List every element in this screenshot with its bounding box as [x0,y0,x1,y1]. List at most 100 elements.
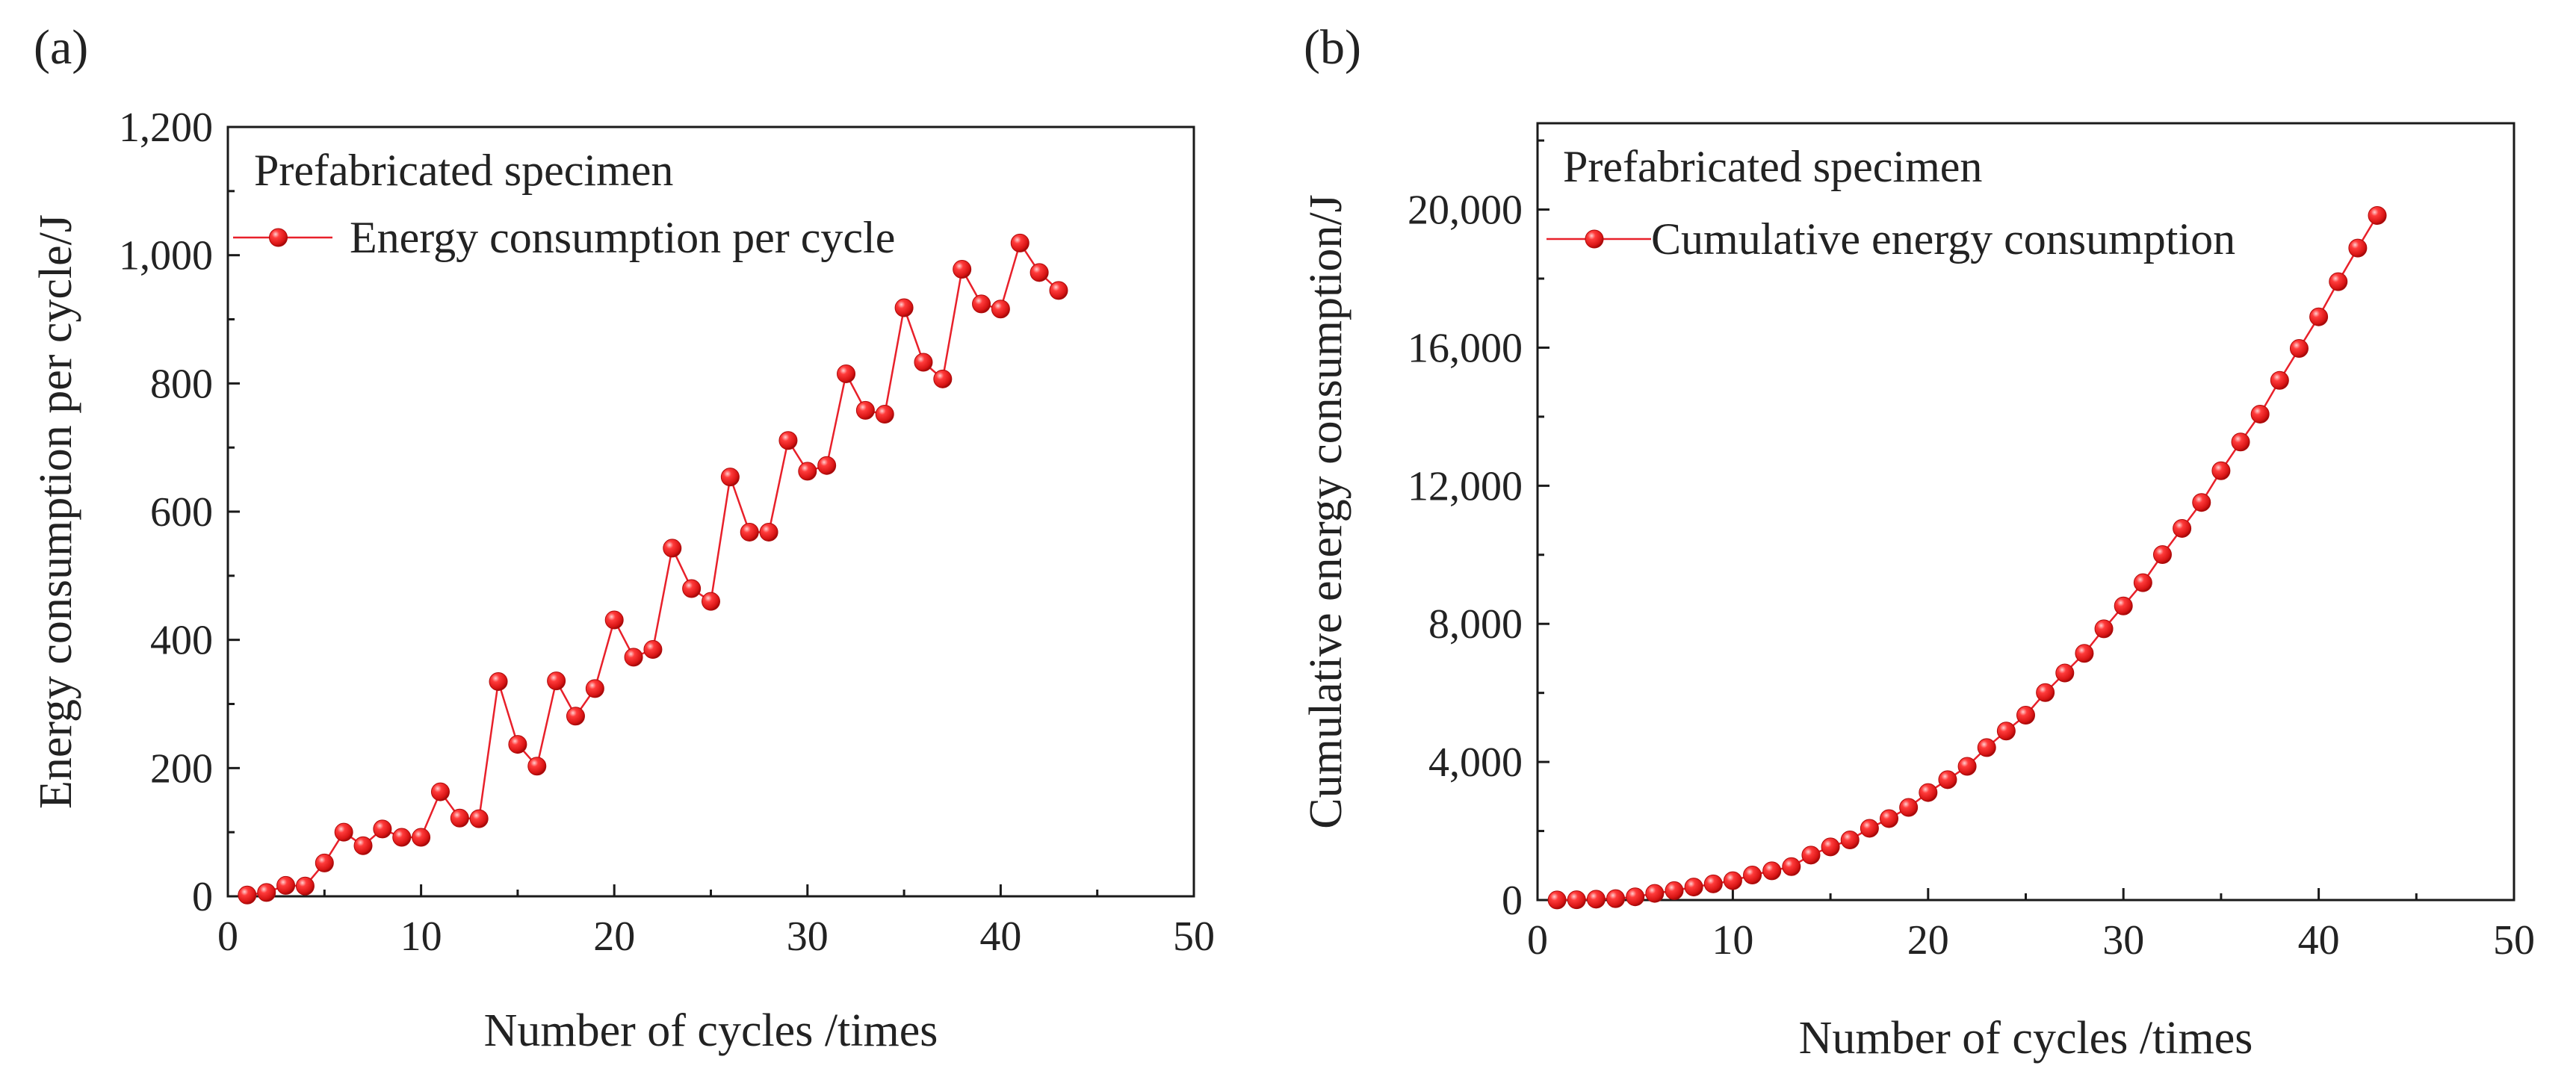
data-point [238,885,257,905]
data-point [547,671,566,691]
chart-panel-a: (a) 0 10 20 30 40 50 0 200 400 600 800 1,000 1,200 Num… [31,20,1215,1056]
data-point [450,808,469,828]
series-line [1557,214,2379,902]
series-line [247,241,1059,896]
data-point [604,610,624,630]
data-point [489,671,508,691]
y-axis-title: Cumulative energy consumption/J [1301,194,1352,829]
data-point [508,735,527,754]
legend-marker [1585,229,1604,249]
x-tick-label: 50 [2493,917,2535,964]
data-point [991,300,1010,319]
data-point [740,522,759,542]
y-tick-label: 800 [150,361,213,407]
data-point [1821,837,1840,857]
data-point [798,462,817,481]
data-point [2075,644,2094,663]
x-tick-label: 40 [2298,917,2340,964]
data-point [1860,819,1879,838]
data-point [720,468,740,487]
data-point [933,369,953,388]
data-point [2114,596,2133,615]
data-point [2036,683,2055,702]
data-point [1586,890,1606,909]
data-point [2309,307,2329,326]
data-point [257,883,276,902]
data-point [2368,205,2387,225]
x-tick-label: 50 [1173,913,1215,960]
y-tick-label: 4,000 [1428,739,1523,786]
data-point [2016,705,2035,725]
data-point [2270,370,2289,390]
x-tick-label: 40 [979,913,1021,960]
data-point [2192,493,2211,512]
legend-entry-label: Cumulative energy consumption [1651,214,2235,264]
data-point [392,828,412,847]
x-tick-label: 0 [1527,917,1548,964]
data-point [1049,281,1068,300]
data-point [1938,770,1957,789]
data-point [682,579,702,598]
data-point [585,679,604,698]
data-point [430,782,450,801]
data-point [2152,545,2172,565]
legend-entry-label: Energy consumption per cycle [350,213,895,262]
y-tick-label: 400 [150,618,213,664]
data-point [953,260,972,279]
y-tick-label: 600 [150,489,213,536]
x-tick-label: 20 [1907,917,1949,964]
data-point [353,836,373,855]
y-axis-title: Energy consumption per cycle/J [31,214,81,809]
y-tick-label: 200 [150,745,213,792]
data-point [1996,722,2016,741]
data-point [1743,866,1762,885]
data-point [334,822,353,842]
panel-label: (b) [1304,20,1361,75]
data-point [759,522,778,542]
data-point [2055,663,2075,683]
data-point [837,364,856,383]
data-point [1762,861,1782,881]
data-point [2231,432,2250,452]
data-point [1665,881,1684,900]
data-point [663,539,682,558]
y-tick-label: 16,000 [1408,325,1523,371]
y-tick-label: 0 [192,874,213,920]
y-tick-label: 0 [1502,878,1523,924]
data-point [914,353,933,372]
data-point [1782,857,1801,876]
data-point [1703,874,1723,893]
legend-marker [269,228,288,247]
data-point [2250,404,2270,424]
data-point [2289,339,2309,359]
data-point [2348,238,2368,258]
data-point [817,456,837,475]
data-point [1684,878,1703,897]
data-point [2211,461,2231,480]
data-point [894,298,914,317]
data-point [855,400,875,420]
x-tick-label: 0 [217,913,238,960]
data-point [566,707,585,726]
chart-panel-b: (b) 0 10 20 30 40 50 0 4,000 8,000 12,000 16,000 20,… [1301,20,2535,1064]
data-point [1626,887,1645,907]
data-point [1567,890,1586,910]
x-axis-title: Number of cycles /times [484,1005,938,1056]
data-point [875,405,894,424]
data-point [373,819,392,839]
x-tick-label: 30 [2102,917,2144,964]
data-point [1030,263,1049,282]
data-point [1801,846,1821,865]
data-point [2329,272,2348,291]
data-point [276,875,296,895]
data-point [1899,798,1919,817]
data-point [1840,830,1860,849]
y-tick-label: 8,000 [1428,601,1523,648]
data-point [1919,783,1938,802]
data-point [2133,573,2152,592]
data-point [1645,884,1665,903]
data-point [624,648,643,667]
data-point [527,757,547,776]
data-point [972,294,991,314]
